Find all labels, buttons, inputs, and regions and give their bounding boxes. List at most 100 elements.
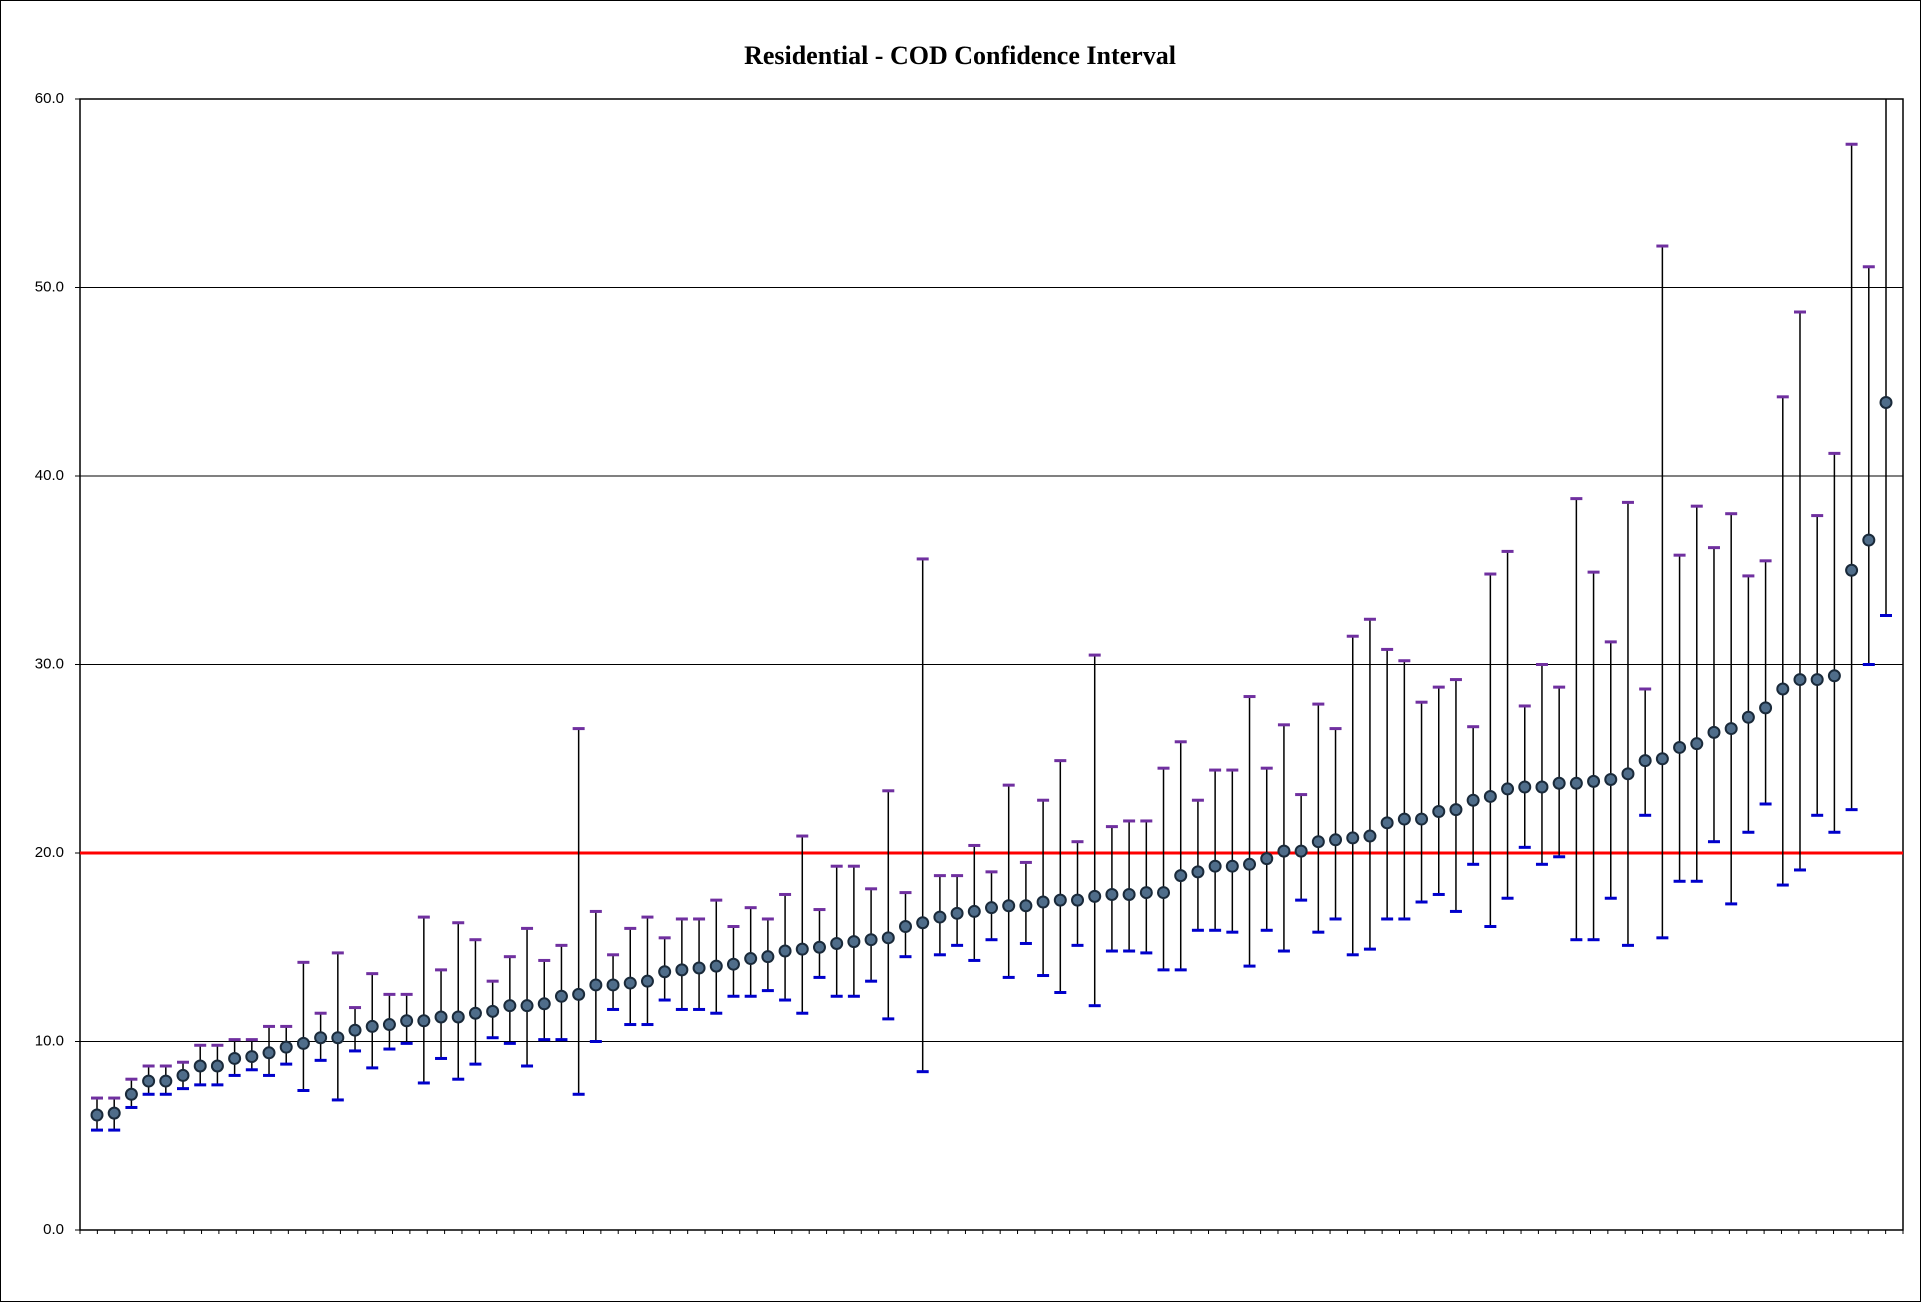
point	[1363, 829, 1377, 843]
point	[1759, 701, 1773, 715]
point	[262, 1046, 276, 1060]
plot-frame	[79, 98, 1904, 1231]
point	[1827, 669, 1841, 683]
point	[331, 1031, 345, 1045]
point	[434, 1010, 448, 1024]
point	[348, 1023, 362, 1037]
point	[1879, 395, 1893, 409]
point	[1277, 844, 1291, 858]
point	[1346, 831, 1360, 845]
y-tick-label: 20.0	[35, 844, 64, 861]
point	[382, 1018, 396, 1032]
point	[279, 1040, 293, 1054]
y-tick-label: 30.0	[35, 655, 64, 672]
point	[1673, 740, 1687, 754]
point	[1862, 533, 1876, 547]
point	[1397, 812, 1411, 826]
point	[1139, 886, 1153, 900]
point	[400, 1014, 414, 1028]
point	[898, 920, 912, 934]
point	[812, 940, 826, 954]
point	[1432, 805, 1446, 819]
point	[1776, 682, 1790, 696]
point	[1415, 812, 1429, 826]
point	[1483, 789, 1497, 803]
point	[520, 999, 534, 1013]
point	[1552, 776, 1566, 790]
point	[296, 1036, 310, 1050]
point	[1260, 852, 1274, 866]
point	[864, 933, 878, 947]
point	[709, 959, 723, 973]
point	[933, 910, 947, 924]
point	[1655, 752, 1669, 766]
point	[1019, 899, 1033, 913]
point	[193, 1059, 207, 1073]
point	[554, 989, 568, 1003]
point	[1208, 859, 1222, 873]
point	[1449, 803, 1463, 817]
y-tick-label: 10.0	[35, 1032, 64, 1049]
point	[967, 904, 981, 918]
point	[1741, 710, 1755, 724]
point	[726, 957, 740, 971]
point	[985, 901, 998, 915]
point	[1311, 835, 1325, 849]
point	[417, 1014, 431, 1028]
point	[881, 931, 895, 945]
y-tick-label: 50.0	[35, 278, 64, 295]
point	[1569, 776, 1583, 790]
point	[1243, 857, 1257, 871]
point	[572, 987, 586, 1001]
point	[1329, 833, 1343, 847]
point	[1587, 774, 1601, 788]
point	[950, 906, 964, 920]
point	[210, 1059, 224, 1073]
point	[468, 1006, 482, 1020]
point	[1071, 893, 1085, 907]
point	[159, 1074, 173, 1088]
point	[1466, 793, 1480, 807]
chart-title: Residential - COD Confidence Interval	[744, 41, 1176, 70]
point	[1501, 782, 1515, 796]
point	[451, 1010, 465, 1024]
point	[1225, 859, 1239, 873]
y-tick-label: 0.0	[43, 1221, 64, 1238]
point	[847, 935, 861, 949]
point	[537, 997, 551, 1011]
point	[1294, 844, 1308, 858]
point	[1518, 780, 1532, 794]
point	[1053, 893, 1067, 907]
series	[90, 99, 1893, 1132]
point	[1604, 772, 1618, 786]
point	[1535, 780, 1549, 794]
point	[1380, 816, 1394, 830]
point	[1793, 673, 1807, 687]
point	[1088, 889, 1102, 903]
point	[1724, 722, 1738, 736]
point	[107, 1106, 121, 1120]
point	[1157, 886, 1171, 900]
point	[658, 965, 672, 979]
point	[245, 1050, 259, 1064]
point	[795, 942, 809, 956]
point	[503, 999, 517, 1013]
point	[1810, 673, 1824, 687]
point	[228, 1051, 242, 1065]
point	[606, 978, 620, 992]
point	[761, 950, 775, 964]
point	[1638, 754, 1652, 768]
point	[1845, 563, 1859, 577]
point	[1707, 725, 1721, 739]
point	[744, 952, 758, 966]
point	[1621, 767, 1635, 781]
point	[365, 1019, 379, 1033]
y-tick-label: 60.0	[35, 90, 64, 107]
point	[124, 1087, 138, 1101]
point	[1122, 887, 1136, 901]
point	[314, 1031, 328, 1045]
point	[90, 1108, 104, 1122]
point	[1191, 865, 1205, 879]
